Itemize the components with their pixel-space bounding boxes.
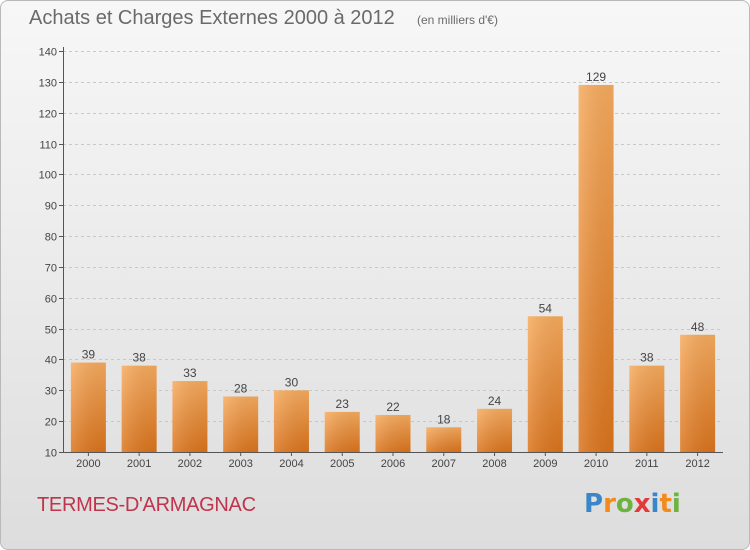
bar-shade <box>426 427 462 452</box>
x-tick-label: 2008 <box>482 458 506 470</box>
x-tick-label: 2010 <box>584 458 608 470</box>
x-tick-label: 2004 <box>279 458 303 470</box>
y-tick-label: 80 <box>45 232 57 244</box>
data-label: 129 <box>586 70 606 84</box>
axes: 10 20 30 40 50 60 70 80 90 100 110 120 130 140 2000 200… <box>39 47 723 470</box>
logo-letter: i <box>671 489 681 519</box>
y-tick-label: 70 <box>45 263 57 275</box>
chart-subtitle: (en milliers d'€) <box>417 13 498 27</box>
data-label: 24 <box>488 394 502 408</box>
bar-shade <box>70 362 106 452</box>
bar-shade <box>324 411 360 452</box>
y-tick-label: 30 <box>45 386 57 398</box>
y-tick-label: 130 <box>39 78 57 90</box>
bar-shade <box>121 365 157 452</box>
logo-letter: o <box>615 489 634 519</box>
data-label: 38 <box>640 351 654 365</box>
bar-shade <box>375 414 411 452</box>
bar-shade <box>680 334 716 452</box>
x-tick-label: 2006 <box>381 458 405 470</box>
x-tick-label: 2000 <box>76 458 100 470</box>
data-label: 28 <box>234 381 248 395</box>
y-tick-label: 50 <box>45 325 57 337</box>
x-tick-label: 2003 <box>228 458 252 470</box>
commune-name: TERMES-D'ARMAGNAC <box>37 494 256 516</box>
x-tick-label: 2011 <box>635 458 659 470</box>
data-label: 23 <box>336 397 350 411</box>
x-tick-label: 2001 <box>127 458 151 470</box>
y-tick-label: 110 <box>39 140 57 152</box>
bars <box>70 84 716 452</box>
y-tick-label: 90 <box>45 201 57 213</box>
x-tick-label: 2012 <box>685 458 709 470</box>
data-label: 39 <box>82 348 96 362</box>
proxiti-logo[interactable]: Proxiti <box>584 489 681 519</box>
y-tick-label: 60 <box>45 294 57 306</box>
data-labels: 39 38 33 28 30 23 22 18 24 54 129 38 48 <box>82 70 705 426</box>
y-tick-label: 40 <box>45 355 57 367</box>
bar-shade <box>477 408 513 452</box>
bar-shade <box>578 84 614 452</box>
logo-letter: P <box>584 489 604 519</box>
bar-shade <box>273 390 309 452</box>
y-tick-label: 140 <box>39 47 57 59</box>
bar-shade <box>629 365 665 452</box>
data-label: 18 <box>437 412 451 426</box>
logo-letter: r <box>603 489 616 519</box>
x-tick-label: 2002 <box>178 458 202 470</box>
data-label: 54 <box>539 301 553 315</box>
logo-letter: t <box>659 489 672 519</box>
bar-shade <box>223 396 259 452</box>
gridlines <box>63 51 723 422</box>
y-tick-label: 100 <box>39 170 57 182</box>
x-tick-label: 2005 <box>330 458 354 470</box>
y-tick-label: 20 <box>45 417 57 429</box>
data-label: 30 <box>285 375 299 389</box>
x-tick-label: 2009 <box>533 458 557 470</box>
logo-letter: i <box>650 489 660 519</box>
y-tick-label: 10 <box>45 448 57 460</box>
data-label: 33 <box>183 366 197 380</box>
chart-title: Achats et Charges Externes 2000 à 2012 <box>29 7 395 29</box>
x-tick-label: 2007 <box>432 458 456 470</box>
logo-letter: x <box>633 489 651 519</box>
data-label: 22 <box>386 400 400 414</box>
data-label: 38 <box>132 351 146 365</box>
y-tick-label: 120 <box>39 109 57 121</box>
bar-shade <box>172 381 208 452</box>
bar-shade <box>527 316 563 452</box>
data-label: 48 <box>691 320 705 334</box>
